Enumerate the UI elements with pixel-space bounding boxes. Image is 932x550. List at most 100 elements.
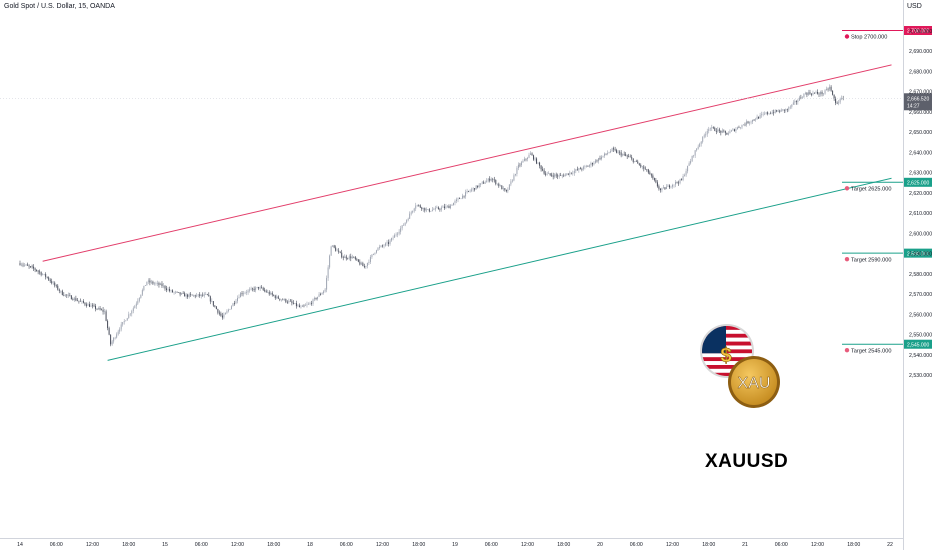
candle-body xyxy=(572,173,574,174)
level-price-label: 2,545.000 xyxy=(907,342,929,348)
candle-body xyxy=(203,294,205,296)
candle-body xyxy=(672,184,673,187)
candle-body xyxy=(682,176,684,181)
x-tick-label: 18 xyxy=(307,542,313,548)
candle-body xyxy=(357,259,359,262)
candle-body xyxy=(557,175,559,177)
candle-body xyxy=(428,209,430,212)
trend-channel xyxy=(42,64,892,361)
candle-body xyxy=(786,109,788,110)
candle-body xyxy=(22,264,24,266)
candle-body xyxy=(169,289,171,291)
candle-body xyxy=(619,151,621,153)
y-tick-label: 2,670.000 xyxy=(909,90,932,96)
candle-body xyxy=(622,154,624,156)
candle-body xyxy=(637,161,639,164)
y-tick-label: 2,530.000 xyxy=(909,373,932,379)
candle-body xyxy=(527,157,528,159)
candle-body xyxy=(820,91,822,95)
candle-body xyxy=(153,283,155,285)
x-tick-label: 06:00 xyxy=(340,542,353,548)
candle-body xyxy=(817,92,818,94)
candle-body xyxy=(552,175,554,177)
candle-body xyxy=(528,154,530,158)
candle-body xyxy=(70,295,72,300)
candle-body xyxy=(679,179,681,184)
candle-body xyxy=(326,278,328,290)
candle-body xyxy=(33,266,35,269)
candle-body xyxy=(170,290,172,291)
candle-body xyxy=(344,256,346,258)
candle-body xyxy=(294,303,296,304)
candle-body xyxy=(235,301,237,304)
target-label: Target 2590.000 xyxy=(851,257,891,263)
candle-body xyxy=(369,256,371,263)
y-tick-label: 2,630.000 xyxy=(909,171,932,177)
candle-body xyxy=(289,300,291,302)
level-price-tag xyxy=(904,248,932,258)
x-tick-label: 12:00 xyxy=(811,542,824,548)
candle-body xyxy=(413,208,415,211)
candle-body xyxy=(19,263,21,265)
candle-body xyxy=(104,311,106,313)
usd-flag-icon xyxy=(702,326,752,376)
y-tick-label: 2,690.000 xyxy=(909,49,932,55)
candle-body xyxy=(801,97,803,99)
y-tick-label: 2,550.000 xyxy=(909,333,932,339)
xau-coin-label: XAU xyxy=(738,375,771,392)
candle-body xyxy=(601,156,603,160)
candle-body xyxy=(178,291,180,293)
candle-body xyxy=(49,279,51,282)
candle-body xyxy=(114,337,116,339)
x-tick-label: 06:00 xyxy=(485,542,498,548)
candle-body xyxy=(614,149,616,151)
candle-body xyxy=(437,207,439,209)
candle-body xyxy=(138,297,140,301)
candle-body xyxy=(430,211,432,212)
candle-body xyxy=(185,294,187,297)
candle-body xyxy=(152,281,154,284)
target-marker-icon xyxy=(844,348,850,353)
candle-body xyxy=(395,234,397,236)
candle-body xyxy=(314,298,316,300)
candle-body xyxy=(156,283,158,284)
candle-body xyxy=(113,337,115,342)
candle-body xyxy=(264,289,266,291)
candle-body xyxy=(742,124,744,126)
candle-body xyxy=(164,285,166,289)
candle-body xyxy=(418,205,420,206)
target-marker-icon xyxy=(844,256,850,262)
x-tick-label: 06:00 xyxy=(630,542,643,548)
candle-body xyxy=(758,116,760,119)
candle-body xyxy=(560,175,562,176)
candle-body xyxy=(220,313,222,316)
candle-body xyxy=(330,246,332,256)
y-tick-label: 2,570.000 xyxy=(909,292,932,298)
candle-body xyxy=(155,283,157,284)
candle-body xyxy=(422,207,424,210)
candle-body xyxy=(492,179,494,180)
candle-body xyxy=(209,296,211,302)
candle-body xyxy=(782,109,784,111)
candle-body xyxy=(99,308,101,310)
candle-body xyxy=(733,129,735,132)
candle-body xyxy=(487,178,489,181)
candle-body xyxy=(72,299,74,300)
candle-body xyxy=(770,113,772,115)
y-tick-label: 2,660.000 xyxy=(909,110,932,116)
candle-body xyxy=(265,290,267,293)
y-tick-label: 2,680.000 xyxy=(909,69,932,75)
candle-body xyxy=(495,180,497,184)
candle-body xyxy=(785,109,787,111)
candle-body xyxy=(616,150,618,153)
candle-body xyxy=(237,297,238,302)
candle-body xyxy=(93,305,95,307)
candle-body xyxy=(596,160,598,162)
candle-body xyxy=(30,266,32,267)
candle-body xyxy=(659,188,661,191)
candle-body xyxy=(798,97,800,101)
candle-body xyxy=(327,267,329,279)
candle-body xyxy=(451,205,453,206)
candle-body xyxy=(24,264,26,266)
